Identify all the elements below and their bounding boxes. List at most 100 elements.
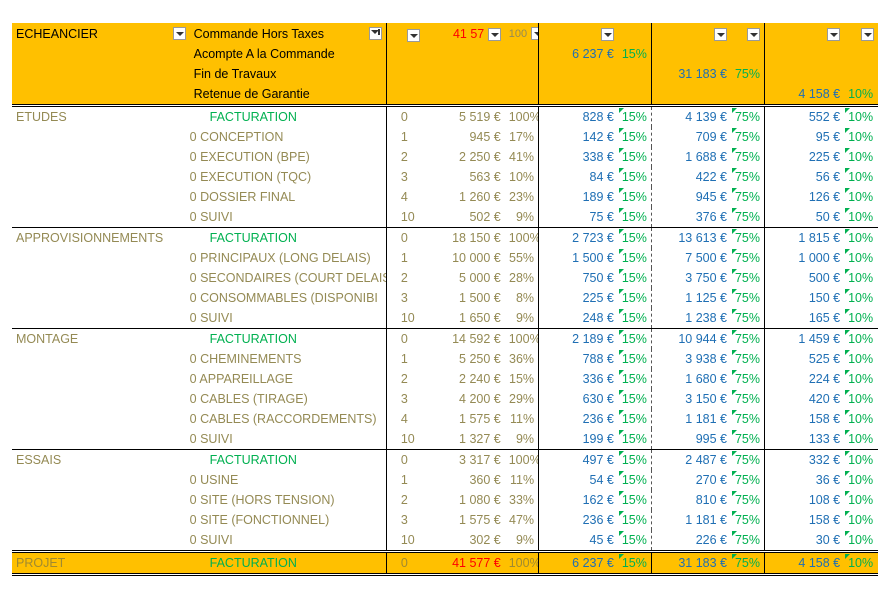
item-amount[interactable]: 2 240 € (459, 372, 501, 386)
stage2-pct[interactable]: 75% (731, 288, 765, 308)
stage2-pct[interactable]: 75% (730, 449, 765, 470)
stage1-pct[interactable]: 15% (618, 248, 652, 268)
stage1-amount[interactable]: 225 € (538, 288, 618, 308)
stage3-amount[interactable]: 56 € (764, 167, 845, 187)
item-label[interactable]: 0 CABLES (RACCORDEMENTS) (190, 409, 387, 429)
stage1-amount[interactable]: 142 € (538, 127, 618, 147)
item-pct[interactable]: 36% (509, 352, 535, 366)
item-index[interactable]: 10 (385, 530, 425, 552)
stage2-pct[interactable]: 75% (731, 510, 765, 530)
item-label[interactable]: 0 PRINCIPAUX (LONG DELAIS) (190, 248, 387, 268)
stage3-pct[interactable]: 10% (844, 510, 878, 530)
item-label[interactable]: 0 SECONDAIRES (COURT DELAIS (190, 268, 387, 288)
stage2-amount[interactable]: 1 238 € (651, 308, 731, 329)
stage2-pct[interactable]: 75% (731, 308, 765, 329)
stage1-amount[interactable]: 2 723 € (538, 227, 618, 248)
header-title-cell[interactable]: ECHEANCIER (12, 23, 190, 44)
item-amount[interactable]: 1 650 € (459, 311, 501, 325)
item-label[interactable]: 0 SITE (HORS TENSION) (190, 490, 387, 510)
stage2-pct[interactable]: 75% (731, 187, 765, 207)
item-pct[interactable]: 8% (515, 291, 535, 305)
item-index[interactable]: 2 (385, 369, 425, 389)
stage3-amount[interactable]: 552 € (764, 104, 845, 127)
stage1-pct[interactable]: 15% (618, 207, 652, 228)
stage3-pct[interactable]: 10% (844, 470, 878, 490)
stage2-amount[interactable]: 3 938 € (651, 349, 731, 369)
item-index[interactable]: 10 (385, 207, 425, 228)
stage2-amount[interactable]: 1 688 € (651, 147, 731, 167)
stage1-amount[interactable]: 788 € (538, 349, 618, 369)
stage2-pct[interactable]: 75% (731, 349, 765, 369)
stage1-amount[interactable]: 54 € (538, 470, 618, 490)
stage2-amount[interactable]: 3 150 € (651, 389, 731, 409)
item-amount[interactable]: 502 € (469, 210, 501, 224)
item-pct[interactable]: 10% (509, 170, 535, 184)
header-stage2-pct-cell[interactable] (730, 23, 765, 44)
header-total-cell[interactable]: 41 57 (424, 23, 505, 44)
stage3-pct[interactable]: 10% (844, 409, 878, 429)
stage1-amount[interactable]: 45 € (538, 530, 618, 552)
stage1-pct[interactable]: 15% (618, 530, 652, 552)
item-label[interactable]: 0 CONCEPTION (190, 127, 387, 147)
stage2-pct[interactable]: 75% (731, 167, 765, 187)
footer-s3p[interactable]: 10% (844, 550, 878, 576)
header-idx-cell[interactable] (385, 23, 425, 44)
item-pct[interactable]: 28% (509, 271, 535, 285)
chevron-down-icon[interactable] (487, 27, 501, 41)
stage2-amount[interactable]: 1 125 € (651, 288, 731, 308)
item-amount[interactable]: 945 € (469, 130, 501, 144)
stage3-amount[interactable]: 30 € (764, 530, 845, 552)
stage3-amount[interactable]: 95 € (764, 127, 845, 147)
item-index[interactable]: 1 (385, 127, 425, 147)
item-index[interactable]: 2 (385, 268, 425, 288)
item-index[interactable]: 0 (385, 104, 425, 127)
stage1-pct[interactable]: 15% (617, 104, 652, 127)
footer-s2p[interactable]: 75% (730, 550, 765, 576)
item-pct[interactable]: 9% (515, 432, 535, 446)
stage2-pct[interactable]: 75% (731, 127, 765, 147)
item-label[interactable]: FACTURATION (189, 328, 387, 349)
item-label[interactable]: 0 SUIVI (190, 207, 387, 228)
stage3-pct[interactable]: 10% (844, 389, 878, 409)
stage2-amount[interactable]: 3 750 € (651, 268, 731, 288)
item-index[interactable]: 3 (385, 288, 425, 308)
stage1-pct[interactable]: 15% (618, 490, 652, 510)
stage3-amount[interactable]: 1 000 € (764, 248, 845, 268)
chevron-down-icon[interactable] (407, 28, 421, 42)
stage1-pct[interactable]: 15% (617, 449, 652, 470)
stage1-pct[interactable]: 15% (618, 409, 652, 429)
item-amount[interactable]: 5 519 € (424, 104, 505, 127)
item-amount[interactable]: 4 200 € (459, 392, 501, 406)
stage3-amount[interactable]: 158 € (764, 510, 845, 530)
filter-dropdown-icon[interactable] (368, 26, 382, 40)
stage2-amount[interactable]: 226 € (651, 530, 731, 552)
stage2-pct[interactable]: 75% (731, 268, 765, 288)
footer-s3[interactable]: 4 158 € (764, 550, 845, 576)
stage2-amount[interactable]: 709 € (651, 127, 731, 147)
stage1-amount[interactable]: 248 € (538, 308, 618, 329)
stage2-pct[interactable]: 75% (731, 389, 765, 409)
stage1-pct[interactable]: 15% (618, 429, 652, 450)
item-amount[interactable]: 3 317 € (424, 449, 505, 470)
header-total-pct-cell[interactable]: 100 (504, 23, 539, 44)
stage1-pct[interactable]: 15% (618, 268, 652, 288)
empty-cell[interactable] (12, 127, 190, 147)
stage3-pct[interactable]: 10% (844, 268, 878, 288)
item-amount[interactable]: 1 260 € (459, 190, 501, 204)
item-pct[interactable]: 15% (509, 372, 535, 386)
stage1-amount[interactable]: 338 € (538, 147, 618, 167)
stage3-amount[interactable]: 150 € (764, 288, 845, 308)
footer-s1[interactable]: 6 237 € (538, 550, 618, 576)
stage2-amount[interactable]: 270 € (651, 470, 731, 490)
stage2-pct[interactable]: 75% (731, 409, 765, 429)
item-pct[interactable]: 9% (515, 533, 535, 547)
item-pct[interactable]: 100% (504, 227, 539, 248)
item-label[interactable]: 0 DOSSIER FINAL (190, 187, 387, 207)
stage2-pct[interactable]: 75% (731, 248, 765, 268)
stage3-amount[interactable]: 224 € (764, 369, 845, 389)
item-label[interactable]: 0 SITE (FONCTIONNEL) (190, 510, 387, 530)
empty-cell[interactable] (12, 510, 190, 530)
empty-cell[interactable] (12, 147, 190, 167)
item-pct[interactable]: 100% (504, 449, 539, 470)
item-label[interactable]: FACTURATION (189, 104, 387, 127)
